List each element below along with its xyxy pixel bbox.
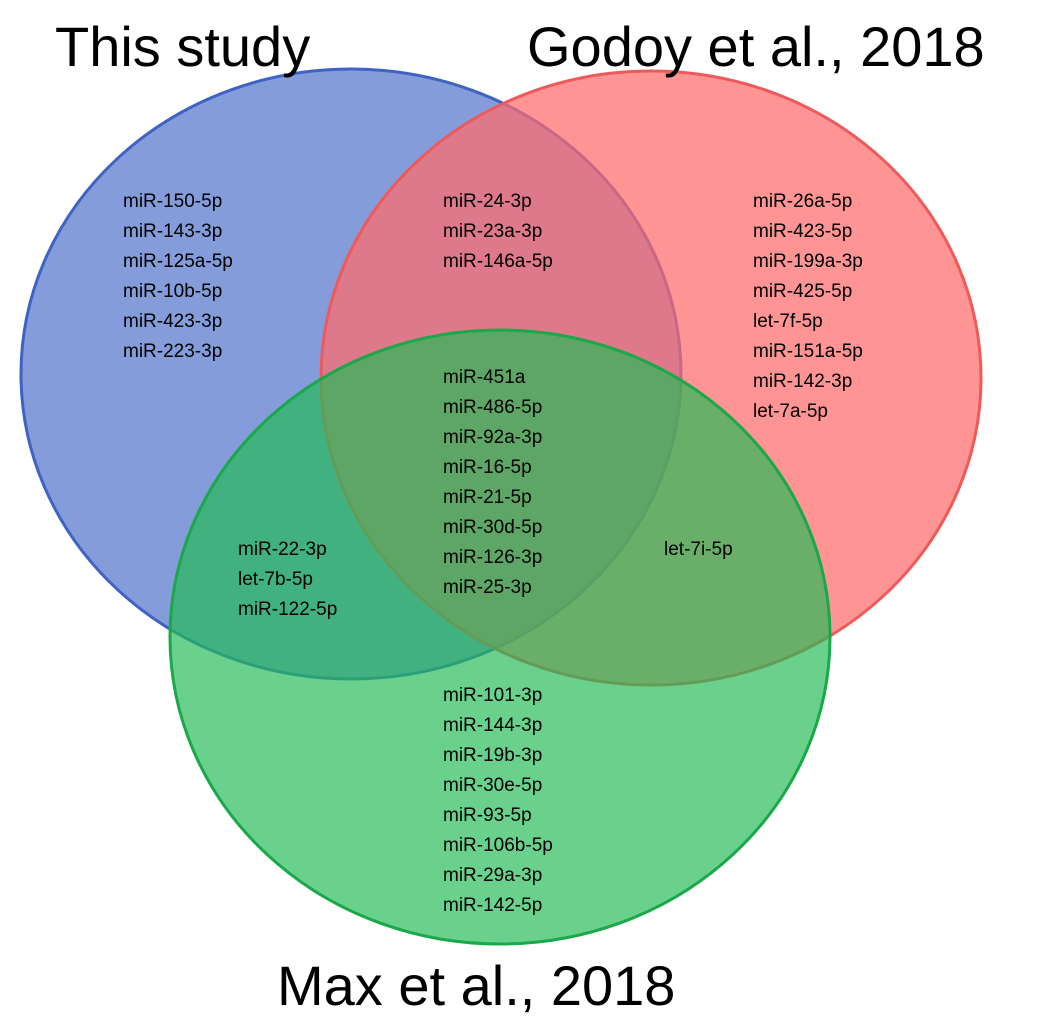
mirna-label: let-7b-5p	[238, 569, 313, 590]
mirna-label: let-7i-5p	[664, 539, 733, 560]
region-this-godoy: miR-24-3p miR-23a-3p miR-146a-5p	[443, 191, 553, 272]
region-this-only: miR-150-5p miR-143-3p miR-125a-5p miR-10…	[123, 191, 233, 362]
mirna-label: let-7f-5p	[753, 311, 823, 332]
mirna-label: miR-25-3p	[443, 577, 532, 598]
mirna-label: miR-122-5p	[238, 599, 337, 620]
mirna-label: miR-143-3p	[123, 221, 222, 242]
set-title-godoy: Godoy et al., 2018	[527, 15, 985, 78]
mirna-label: miR-23a-3p	[443, 221, 542, 242]
mirna-label: miR-146a-5p	[443, 251, 553, 272]
mirna-label: miR-26a-5p	[753, 191, 852, 212]
mirna-label: miR-425-5p	[753, 281, 852, 302]
mirna-label: miR-92a-3p	[443, 427, 542, 448]
region-this-max: miR-22-3p let-7b-5p miR-122-5p	[238, 539, 337, 620]
mirna-label: miR-106b-5p	[443, 835, 553, 856]
mirna-label: miR-199a-3p	[753, 251, 863, 272]
mirna-label: miR-151a-5p	[753, 341, 863, 362]
mirna-label: miR-22-3p	[238, 539, 327, 560]
mirna-label: let-7a-5p	[753, 401, 828, 422]
mirna-label: miR-486-5p	[443, 397, 542, 418]
mirna-label: miR-144-3p	[443, 715, 542, 736]
mirna-label: miR-223-3p	[123, 341, 222, 362]
mirna-label: miR-21-5p	[443, 487, 532, 508]
mirna-label: miR-30d-5p	[443, 517, 542, 538]
region-godoy-only: miR-26a-5p miR-423-5p miR-199a-3p miR-42…	[753, 191, 863, 422]
mirna-label: miR-16-5p	[443, 457, 532, 478]
circle-max	[168, 328, 832, 946]
mirna-label: miR-10b-5p	[123, 281, 222, 302]
region-max-only: miR-101-3p miR-144-3p miR-19b-3p miR-30e…	[443, 685, 553, 916]
mirna-label: miR-101-3p	[443, 685, 542, 706]
mirna-label: miR-126-3p	[443, 547, 542, 568]
set-title-max: Max et al., 2018	[277, 954, 675, 1017]
set-title-this-study: This study	[55, 15, 310, 78]
region-all-three: miR-451a miR-486-5p miR-92a-3p miR-16-5p…	[443, 367, 542, 598]
mirna-label: miR-19b-3p	[443, 745, 542, 766]
mirna-label: miR-142-3p	[753, 371, 852, 392]
mirna-label: miR-29a-3p	[443, 865, 542, 886]
mirna-label: miR-24-3p	[443, 191, 532, 212]
mirna-label: miR-30e-5p	[443, 775, 542, 796]
mirna-label: miR-423-5p	[753, 221, 852, 242]
mirna-label: miR-125a-5p	[123, 251, 233, 272]
region-godoy-max: let-7i-5p	[664, 539, 733, 560]
mirna-label: miR-93-5p	[443, 805, 532, 826]
mirna-label: miR-423-3p	[123, 311, 222, 332]
mirna-label: miR-451a	[443, 367, 526, 388]
mirna-label: miR-150-5p	[123, 191, 222, 212]
mirna-label: miR-142-5p	[443, 895, 542, 916]
